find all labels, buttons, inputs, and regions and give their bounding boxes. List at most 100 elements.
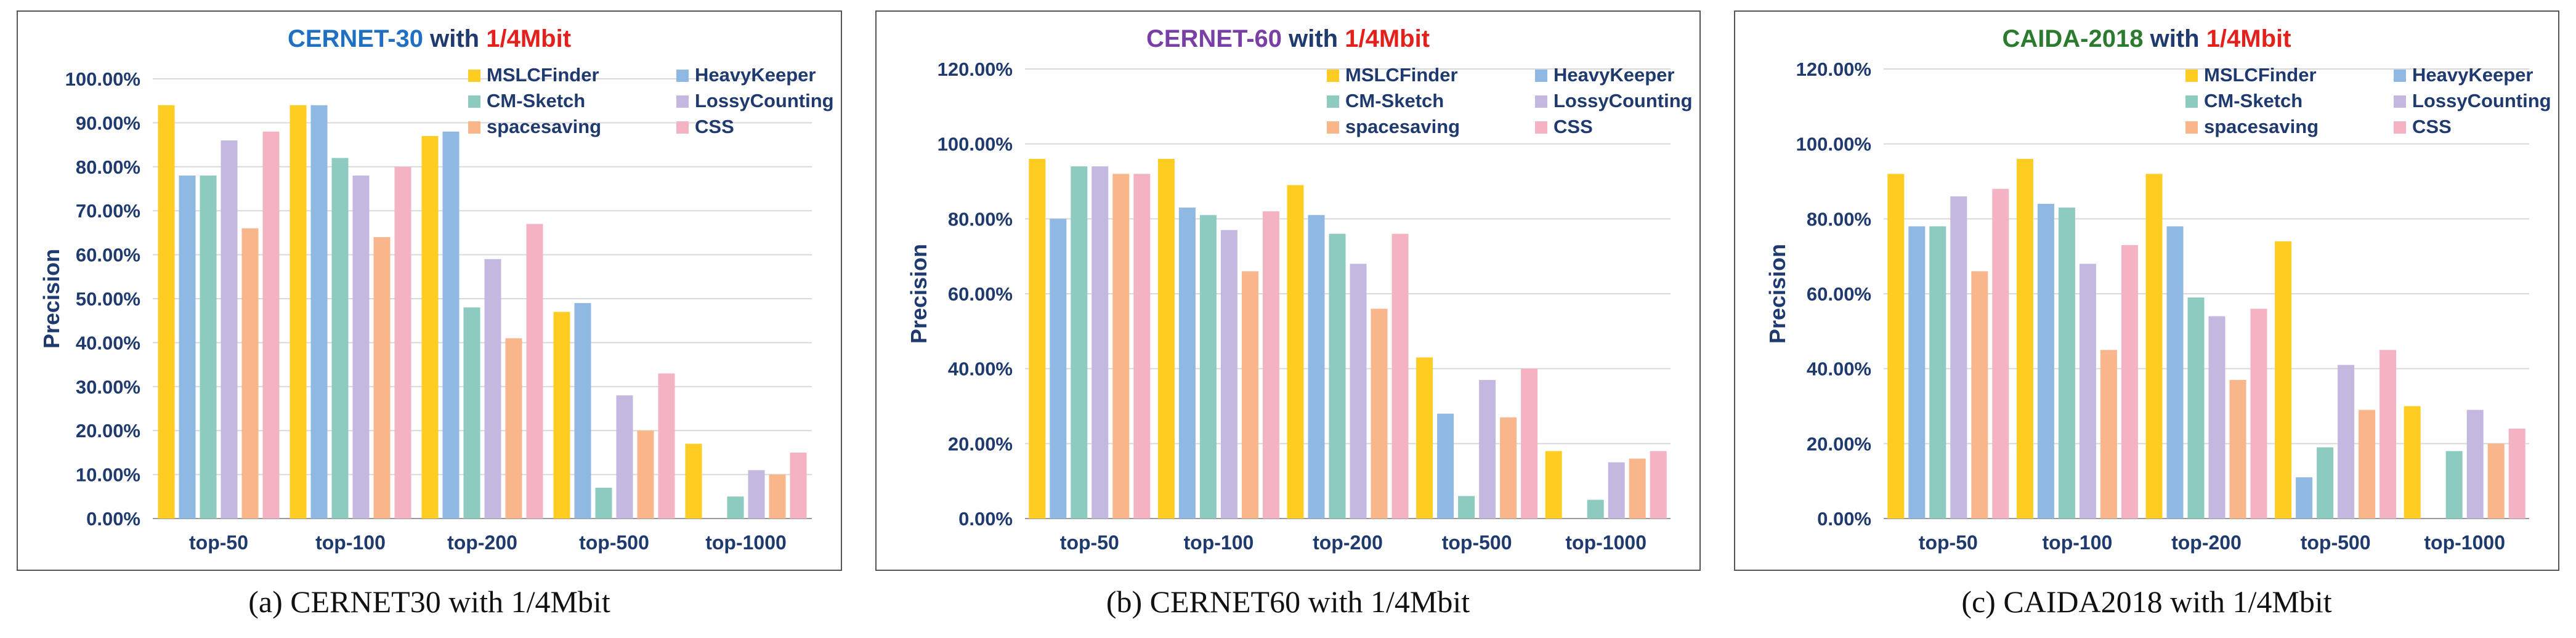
bar-css: [1133, 174, 1151, 519]
y-tick-label: 100.00%: [938, 134, 1013, 155]
bar-heavykeeper: [1178, 208, 1196, 519]
bar-css: [2380, 350, 2397, 519]
bar-spacesaving: [1241, 271, 1258, 519]
legend-label: MSLCFinder: [2204, 64, 2317, 86]
legend-swatch: [1327, 95, 1339, 108]
y-axis-label: Precision: [39, 249, 64, 349]
x-tick-label: top-1000: [1565, 531, 1646, 554]
bar-cm-sketch: [1587, 499, 1604, 519]
chart-title-part: CERNET-30: [288, 25, 423, 52]
legend-swatch: [1535, 95, 1547, 108]
y-tick-label: 90.00%: [76, 112, 140, 134]
legend-label: spacesaving: [2204, 116, 2319, 137]
y-tick-label: 20.00%: [1807, 433, 1871, 454]
x-tick-label: top-100: [2043, 531, 2113, 554]
y-tick-label: 60.00%: [76, 244, 140, 266]
bar-cm-sketch: [1929, 226, 1946, 519]
x-tick-label: top-500: [2301, 531, 2371, 554]
bar-heavykeeper: [2296, 477, 2313, 519]
bar-css: [1650, 451, 1667, 519]
bar-css: [1262, 211, 1279, 519]
legend-swatch: [676, 70, 689, 82]
bar-spacesaving: [1629, 458, 1646, 519]
bar-spacesaving: [1371, 309, 1388, 519]
chart-title-part: with: [2143, 25, 2206, 52]
bar-heavykeeper: [2037, 204, 2054, 519]
legend-swatch: [2185, 121, 2198, 134]
bar-lossycounting: [1608, 462, 1625, 519]
bar-mslcfinder: [290, 105, 307, 519]
bar-lossycounting: [1220, 230, 1237, 519]
y-tick-label: 0.00%: [958, 508, 1013, 530]
x-tick-label: top-200: [1313, 531, 1383, 554]
chart-svg: CERNET-30 with 1/4Mbit 0.00% 10.00% 20.00% 3…: [17, 10, 842, 571]
legend-label: spacesaving: [487, 116, 601, 137]
legend-swatch: [1327, 121, 1339, 134]
legend-label: MSLCFinder: [487, 64, 599, 86]
legend-label: CSS: [1553, 116, 1593, 137]
bar-lossycounting: [2338, 365, 2355, 519]
legend-swatch: [468, 95, 480, 108]
bar-cm-sketch: [2445, 451, 2463, 519]
legend-swatch: [1327, 70, 1339, 82]
bar-mslcfinder: [2275, 241, 2292, 519]
chart-title-part: 1/4Mbit: [486, 25, 571, 52]
chart-caption: (b) CERNET60 with 1/4Mbit: [1106, 584, 1470, 619]
chart-caption: (a) CERNET30 with 1/4Mbit: [248, 584, 610, 619]
chart-panel-cernet30: CERNET-30 with 1/4Mbit 0.00% 10.00% 20.00% 3…: [0, 0, 859, 638]
bar-mslcfinder: [2016, 159, 2033, 519]
bar-spacesaving: [2229, 379, 2246, 519]
bar-mslcfinder: [421, 135, 439, 519]
bar-lossycounting: [2079, 264, 2096, 519]
chart-svg: CAIDA-2018 with 1/4Mbit 0.00% 20.00% 40.00%…: [1734, 10, 2559, 571]
chart-title-part: CERNET-60: [1146, 25, 1282, 52]
chart-title: CERNET-60 with 1/4Mbit: [1146, 25, 1430, 52]
y-tick-label: 40.00%: [1807, 358, 1871, 380]
legend-label: CM-Sketch: [487, 90, 585, 111]
bar-cm-sketch: [331, 158, 349, 519]
y-tick-label: 70.00%: [76, 200, 140, 222]
legend-swatch: [468, 70, 480, 82]
bar-lossycounting: [1092, 166, 1109, 519]
bar-mslcfinder: [1029, 159, 1046, 519]
bar-css: [1992, 188, 2009, 519]
bar-spacesaving: [769, 474, 786, 519]
chart-svg: CERNET-60 with 1/4Mbit 0.00% 20.00% 40.00% 6…: [875, 10, 1701, 571]
bar-cm-sketch: [1329, 233, 1346, 519]
y-tick-label: 20.00%: [76, 420, 140, 442]
bar-mslcfinder: [685, 443, 702, 519]
x-tick-label: top-100: [1184, 531, 1254, 554]
bar-mslcfinder: [158, 105, 175, 519]
y-tick-label: 80.00%: [76, 156, 140, 178]
bar-spacesaving: [1500, 417, 1517, 519]
legend-swatch: [1535, 121, 1547, 134]
x-tick-label: top-50: [1060, 531, 1119, 554]
y-tick-label: 40.00%: [76, 332, 140, 353]
legend-label: CSS: [695, 116, 734, 137]
bar-cm-sketch: [727, 496, 744, 519]
y-axis-label: Precision: [906, 244, 931, 344]
legend-swatch: [676, 95, 689, 108]
bar-lossycounting: [1350, 264, 1367, 519]
chart-panel-cernet60: CERNET-60 with 1/4Mbit 0.00% 20.00% 40.00% 6…: [859, 0, 1717, 638]
bar-css: [394, 166, 411, 519]
bar-spacesaving: [1971, 271, 1988, 519]
bar-heavykeeper: [1050, 219, 1067, 519]
bar-spacesaving: [505, 338, 522, 519]
y-tick-label: 50.00%: [76, 288, 140, 310]
bar-css: [526, 224, 543, 519]
bar-css: [2250, 309, 2267, 519]
bar-lossycounting: [484, 259, 501, 519]
bar-cm-sketch: [463, 307, 480, 519]
y-tick-label: 0.00%: [1817, 508, 1871, 530]
y-tick-label: 80.00%: [1807, 208, 1871, 230]
x-tick-label: top-1000: [705, 531, 787, 554]
legend-label: CSS: [2412, 116, 2452, 137]
bar-heavykeeper: [1308, 215, 1325, 519]
chart-title-part: 1/4Mbit: [1345, 25, 1430, 52]
bar-mslcfinder: [1157, 159, 1175, 519]
legend-label: HeavyKeeper: [695, 64, 816, 86]
legend-label: HeavyKeeper: [2412, 64, 2533, 86]
legend-label: MSLCFinder: [1345, 64, 1458, 86]
bar-mslcfinder: [2145, 174, 2163, 519]
